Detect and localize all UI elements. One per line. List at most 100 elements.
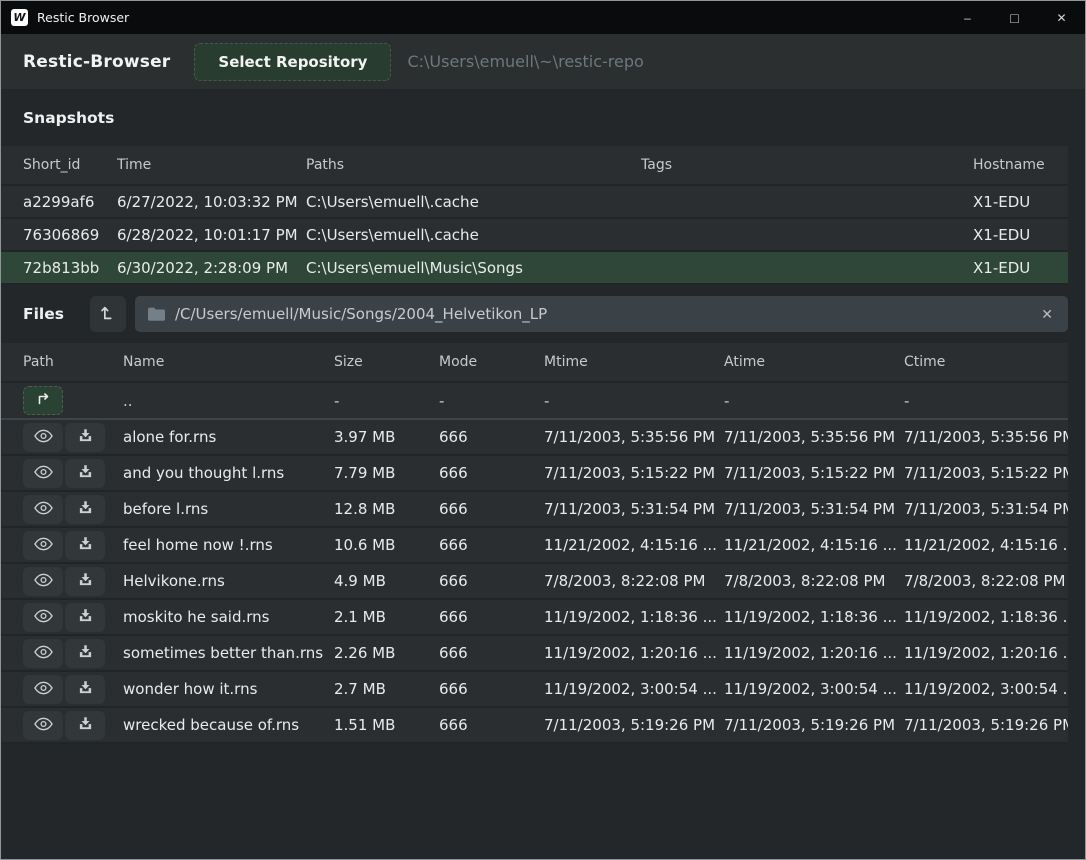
snapshot-short-id: a2299af6 bbox=[23, 193, 117, 211]
file-name: wonder how it.rns bbox=[123, 680, 334, 698]
file-mode: 666 bbox=[439, 572, 544, 590]
eye-icon bbox=[34, 681, 53, 698]
file-atime: 7/11/2003, 5:31:54 PM bbox=[724, 500, 904, 518]
file-size: 3.97 MB bbox=[334, 428, 439, 446]
eye-icon bbox=[34, 645, 53, 662]
file-mtime: 11/19/2002, 1:18:36 ... bbox=[544, 608, 724, 626]
repository-path: C:\Users\emuell\~\restic-repo bbox=[407, 52, 643, 71]
snapshots-heading: Snapshots bbox=[23, 109, 114, 127]
up-arrow-from-bar-icon bbox=[99, 304, 116, 324]
file-mode: 666 bbox=[439, 644, 544, 662]
snapshot-paths: C:\Users\emuell\.cache bbox=[306, 193, 641, 211]
file-atime: 7/11/2003, 5:35:56 PM bbox=[724, 428, 904, 446]
go-parent-directory-button[interactable] bbox=[23, 386, 63, 415]
minimize-button[interactable]: – bbox=[944, 1, 991, 34]
download-icon bbox=[78, 644, 93, 662]
parent-row-name: .. bbox=[123, 392, 334, 410]
preview-file-button[interactable] bbox=[23, 459, 63, 488]
download-file-button[interactable] bbox=[65, 459, 105, 488]
download-file-button[interactable] bbox=[65, 603, 105, 632]
file-mode: 666 bbox=[439, 536, 544, 554]
eye-icon bbox=[34, 717, 53, 734]
download-file-button[interactable] bbox=[65, 639, 105, 668]
preview-file-button[interactable] bbox=[23, 567, 63, 596]
snapshots-col-hostname: Hostname bbox=[973, 157, 1068, 173]
files-col-ctime: Ctime bbox=[904, 354, 1068, 370]
preview-file-button[interactable] bbox=[23, 603, 63, 632]
file-size: 2.7 MB bbox=[334, 680, 439, 698]
parent-row-mode: - bbox=[439, 392, 544, 410]
snapshot-row[interactable]: 72b813bb 6/30/2022, 2:28:09 PM C:\Users\… bbox=[1, 252, 1068, 285]
file-row: moskito he said.rns 2.1 MB 666 11/19/200… bbox=[1, 600, 1068, 636]
snapshots-table: Short_id Time Paths Tags Hostname a2299a… bbox=[1, 146, 1068, 285]
file-row: wonder how it.rns 2.7 MB 666 11/19/2002,… bbox=[1, 672, 1068, 708]
file-ctime: 7/11/2003, 5:15:22 PM bbox=[904, 464, 1068, 482]
page-title: Restic-Browser bbox=[23, 52, 170, 72]
snapshot-row[interactable]: 76306869 6/28/2022, 10:01:17 PM C:\Users… bbox=[1, 219, 1068, 252]
select-repository-button[interactable]: Select Repository bbox=[194, 43, 391, 81]
snapshots-col-time: Time bbox=[117, 157, 306, 173]
file-mtime: 11/21/2002, 4:15:16 ... bbox=[544, 536, 724, 554]
file-ctime: 11/19/2002, 1:20:16 ... bbox=[904, 644, 1068, 662]
preview-file-button[interactable] bbox=[23, 639, 63, 668]
download-file-button[interactable] bbox=[65, 675, 105, 704]
file-atime: 7/11/2003, 5:15:22 PM bbox=[724, 464, 904, 482]
file-mtime: 11/19/2002, 3:00:54 ... bbox=[544, 680, 724, 698]
file-name: and you thought l.rns bbox=[123, 464, 334, 482]
snapshot-short-id: 72b813bb bbox=[23, 259, 117, 277]
clear-path-button[interactable]: ✕ bbox=[1039, 306, 1055, 323]
go-up-directory-button[interactable] bbox=[90, 296, 126, 332]
current-directory-path: /C/Users/emuell/Music/Songs/2004_Helveti… bbox=[175, 305, 547, 323]
file-path-bar[interactable]: /C/Users/emuell/Music/Songs/2004_Helveti… bbox=[135, 296, 1068, 332]
file-row: sometimes better than.rns 2.26 MB 666 11… bbox=[1, 636, 1068, 672]
file-size: 4.9 MB bbox=[334, 572, 439, 590]
file-row: alone for.rns 3.97 MB 666 7/11/2003, 5:3… bbox=[1, 420, 1068, 456]
snapshots-section-header: Snapshots bbox=[1, 89, 1085, 146]
maximize-button[interactable]: □ bbox=[991, 1, 1038, 34]
snapshot-time: 6/27/2022, 10:03:32 PM bbox=[117, 193, 306, 211]
file-mode: 666 bbox=[439, 500, 544, 518]
preview-file-button[interactable] bbox=[23, 423, 63, 452]
download-file-button[interactable] bbox=[65, 711, 105, 740]
file-mtime: 7/11/2003, 5:19:26 PM bbox=[544, 716, 724, 734]
file-ctime: 7/8/2003, 8:22:08 PM bbox=[904, 572, 1068, 590]
download-file-button[interactable] bbox=[65, 531, 105, 560]
file-name: wrecked because of.rns bbox=[123, 716, 334, 734]
file-atime: 7/11/2003, 5:19:26 PM bbox=[724, 716, 904, 734]
download-file-button[interactable] bbox=[65, 423, 105, 452]
file-size: 10.6 MB bbox=[334, 536, 439, 554]
folder-icon bbox=[148, 307, 165, 321]
file-row: wrecked because of.rns 1.51 MB 666 7/11/… bbox=[1, 708, 1068, 744]
restic-browser-window: W Restic Browser – □ ✕ Restic-Browser Se… bbox=[0, 0, 1086, 860]
file-size: 12.8 MB bbox=[334, 500, 439, 518]
download-file-button[interactable] bbox=[65, 567, 105, 596]
snapshot-hostname: X1-EDU bbox=[973, 259, 1068, 277]
snapshot-row[interactable]: a2299af6 6/27/2022, 10:03:32 PM C:\Users… bbox=[1, 186, 1068, 219]
preview-file-button[interactable] bbox=[23, 711, 63, 740]
file-mtime: 7/11/2003, 5:31:54 PM bbox=[544, 500, 724, 518]
eye-icon bbox=[34, 501, 53, 518]
file-mode: 666 bbox=[439, 680, 544, 698]
preview-file-button[interactable] bbox=[23, 531, 63, 560]
close-button[interactable]: ✕ bbox=[1038, 1, 1085, 34]
file-ctime: 7/11/2003, 5:35:56 PM bbox=[904, 428, 1068, 446]
snapshot-short-id: 76306869 bbox=[23, 226, 117, 244]
download-file-button[interactable] bbox=[65, 495, 105, 524]
preview-file-button[interactable] bbox=[23, 495, 63, 524]
file-name: alone for.rns bbox=[123, 428, 334, 446]
snapshot-time: 6/28/2022, 10:01:17 PM bbox=[117, 226, 306, 244]
files-col-size: Size bbox=[334, 354, 439, 370]
parent-row-mtime: - bbox=[544, 392, 724, 410]
file-atime: 11/19/2002, 3:00:54 ... bbox=[724, 680, 904, 698]
files-col-atime: Atime bbox=[724, 354, 904, 370]
window-title: Restic Browser bbox=[37, 10, 129, 25]
download-icon bbox=[78, 536, 93, 554]
file-mtime: 7/11/2003, 5:35:56 PM bbox=[544, 428, 724, 446]
snapshot-time: 6/30/2022, 2:28:09 PM bbox=[117, 259, 306, 277]
window-controls: – □ ✕ bbox=[944, 1, 1085, 34]
snapshots-table-body: a2299af6 6/27/2022, 10:03:32 PM C:\Users… bbox=[1, 186, 1068, 285]
eye-icon bbox=[34, 537, 53, 554]
file-mode: 666 bbox=[439, 464, 544, 482]
files-col-mode: Mode bbox=[439, 354, 544, 370]
preview-file-button[interactable] bbox=[23, 675, 63, 704]
